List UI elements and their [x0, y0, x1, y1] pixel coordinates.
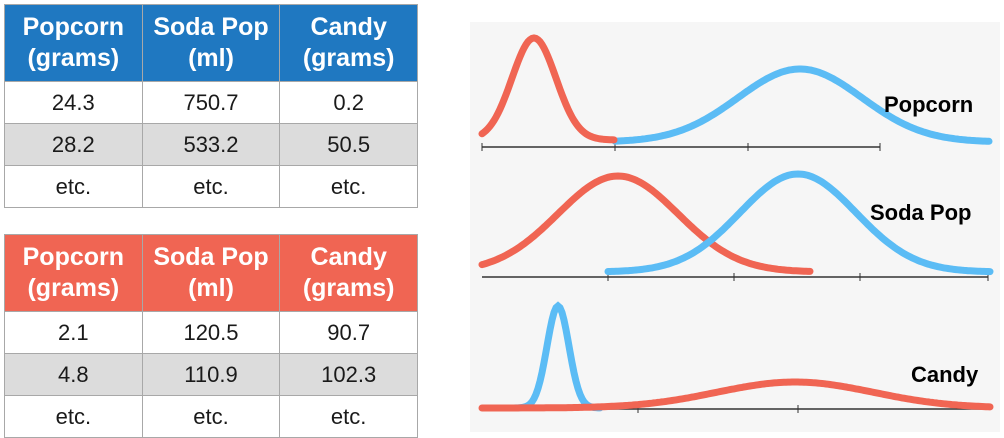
candy-blue-curve	[506, 301, 604, 412]
soda-pop-red-curve	[478, 172, 814, 275]
popcorn-label: Popcorn	[884, 92, 974, 117]
header-popcorn: Popcorn (grams)	[4, 234, 143, 312]
table-cell: 2.1	[4, 311, 143, 354]
table-cell: 28.2	[4, 123, 143, 166]
table-row: 2.1 120.5 90.7	[4, 311, 418, 354]
table-cell: etc.	[279, 165, 418, 208]
table-cell: etc.	[4, 395, 143, 438]
header-candy: Candy (grams)	[279, 234, 418, 312]
table-cell: 120.5	[141, 311, 281, 354]
header-popcorn: Popcorn (grams)	[4, 4, 143, 82]
table-cell: etc.	[279, 395, 418, 438]
table-header-row: Popcorn (grams) Soda Pop (ml) Candy (grams)	[4, 4, 418, 82]
table-cell: 102.3	[279, 353, 418, 396]
table-cell: 24.3	[4, 81, 143, 124]
table-cell: etc.	[141, 395, 281, 438]
table-cell: 4.8	[4, 353, 143, 396]
table-cell: 110.9	[141, 353, 281, 396]
table-cell: etc.	[4, 165, 143, 208]
header-candy: Candy (grams)	[279, 4, 418, 82]
candy-label: Candy	[911, 362, 979, 387]
popcorn-blue-curve	[611, 65, 993, 145]
red-data-table: Popcorn (grams) Soda Pop (ml) Candy (grams)…	[4, 234, 418, 438]
distribution-curves	[478, 34, 994, 413]
soda-pop-blue-curve	[604, 170, 994, 276]
table-header-row: Popcorn (grams) Soda Pop (ml) Candy (grams)	[4, 234, 418, 312]
blue-data-table: Popcorn (grams) Soda Pop (ml) Candy (grams)…	[4, 4, 418, 208]
header-soda-pop: Soda Pop (ml)	[141, 4, 281, 82]
table-row: 4.8 110.9 102.3	[4, 353, 418, 396]
table-row: 28.2 533.2 50.5	[4, 123, 418, 166]
table-cell: 533.2	[141, 123, 281, 166]
table-cell: 750.7	[141, 81, 281, 124]
table-cell: etc.	[141, 165, 281, 208]
table-cell: 0.2	[279, 81, 418, 124]
header-soda-pop: Soda Pop (ml)	[141, 234, 281, 312]
table-cell: 90.7	[279, 311, 418, 354]
distribution-panel: Popcorn Soda Pop Candy	[470, 22, 1000, 432]
table-row: etc. etc. etc.	[4, 395, 418, 438]
table-row: 24.3 750.7 0.2	[4, 81, 418, 124]
candy-red-curve	[478, 378, 994, 412]
soda-pop-label: Soda Pop	[870, 200, 972, 225]
table-row: etc. etc. etc.	[4, 165, 418, 208]
popcorn-red-curve	[478, 34, 618, 144]
table-cell: 50.5	[279, 123, 418, 166]
